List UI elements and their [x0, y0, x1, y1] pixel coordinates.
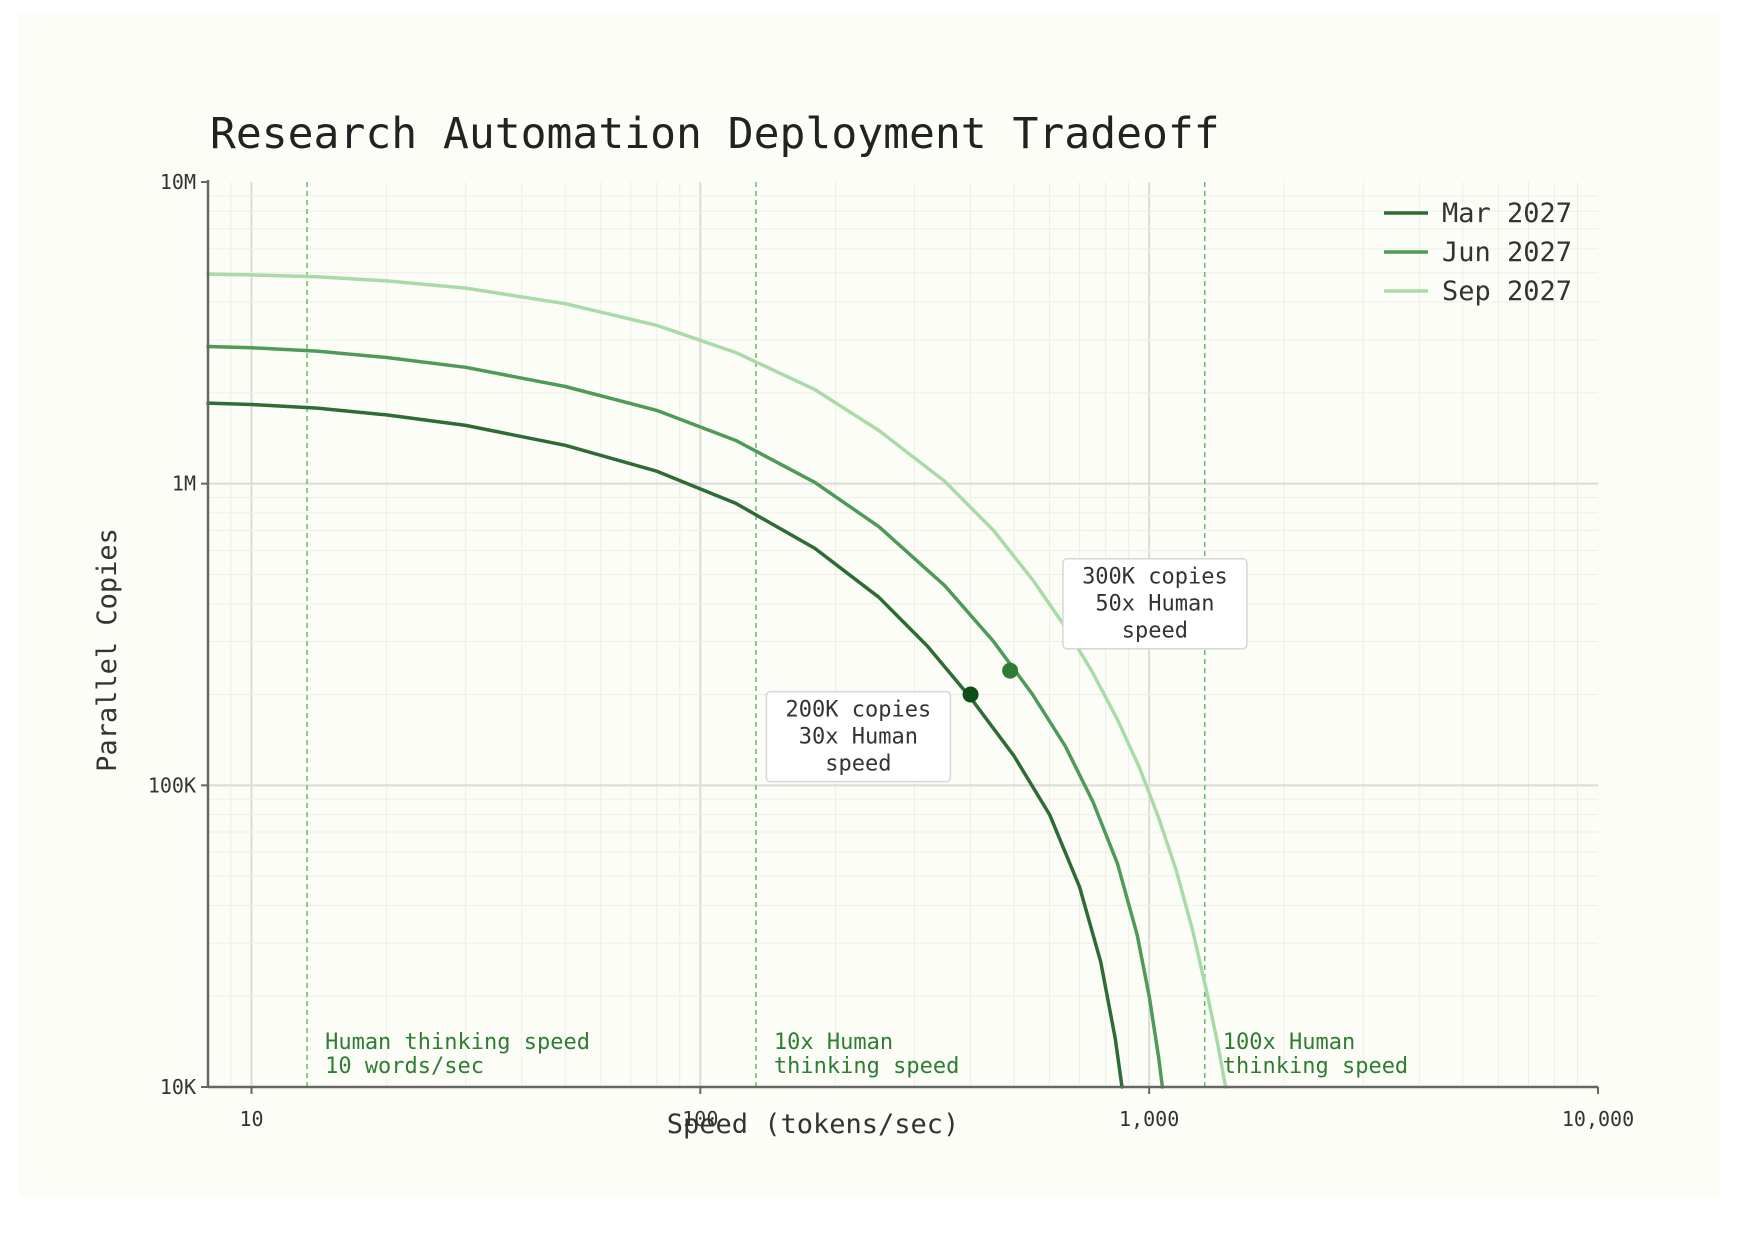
- annotation-box-mar: [765, 690, 952, 783]
- reference-label-3-line1: 100x Human: [1223, 1030, 1355, 1055]
- annotation-text-mar-1: 200K copies: [786, 698, 932, 723]
- series-lines: [206, 272, 1228, 1089]
- legend-item-mar-2027: Mar 2027: [1384, 198, 1572, 229]
- annotation-text-sep-2: 50x Human: [1095, 592, 1214, 617]
- y-tick-label-100k: 100K: [148, 773, 196, 797]
- chart-card: Human thinking speed 10 words/sec 10x Huma…: [18, 12, 1720, 1198]
- legend-item-jun-2027: Jun 2027: [1384, 237, 1572, 268]
- legend-item-sep-2027: Sep 2027: [1384, 276, 1572, 307]
- annotation-text-sep-3: speed: [1122, 619, 1188, 644]
- series-line-jun-2027: [206, 344, 1165, 1089]
- marker-jun-2027: [1002, 662, 1019, 679]
- series-line-sep-2027: [206, 272, 1228, 1089]
- annotation-text-mar-2: 30x Human: [799, 725, 918, 750]
- marker-mar-2027: [962, 686, 979, 703]
- annotation-box-sep: [1062, 557, 1248, 650]
- annotation-text-mar-3: speed: [825, 752, 891, 777]
- y-tick-label-10k: 10K: [160, 1075, 196, 1099]
- series-line-mar-2027: [206, 401, 1124, 1089]
- x-tick-label-10: 10: [239, 1107, 263, 1131]
- reference-label-1-line2: 10 words/sec: [325, 1054, 484, 1079]
- annotation-text-sep-1: 300K copies: [1082, 565, 1228, 590]
- grid-lines: [207, 182, 1598, 1088]
- x-tick-label-1-000: 1,000: [1119, 1107, 1179, 1131]
- x-tick-label-10-000: 10,000: [1562, 1107, 1634, 1131]
- legend-label-jun-2027: Jun 2027: [1442, 237, 1572, 268]
- reference-label-2-line1: 10x Human: [774, 1030, 893, 1055]
- legend-label-sep-2027: Sep 2027: [1442, 276, 1572, 307]
- x-tick-label-100: 100: [682, 1107, 718, 1131]
- y-axis-title: Parallel Copies: [92, 528, 123, 772]
- legend-label-mar-2027: Mar 2027: [1442, 198, 1572, 229]
- reference-label-3-line2: thinking speed: [1223, 1054, 1408, 1079]
- legend: Mar 2027 Jun 2027 Sep 2027: [1384, 198, 1572, 307]
- reference-label-1-line1: Human thinking speed: [325, 1030, 590, 1055]
- y-tick-label-10m: 10M: [160, 170, 196, 194]
- chart-title: Research Automation Deployment Tradeoff: [210, 109, 1220, 159]
- axes: 10 100 1,000 10,000 10K 100K 1M 10M: [148, 170, 1634, 1131]
- reference-label-2-line2: thinking speed: [774, 1054, 959, 1079]
- x-axis-title: Speed (tokens/sec): [667, 1109, 960, 1140]
- y-tick-label-1m: 1M: [172, 472, 196, 496]
- series-markers: [962, 633, 1080, 703]
